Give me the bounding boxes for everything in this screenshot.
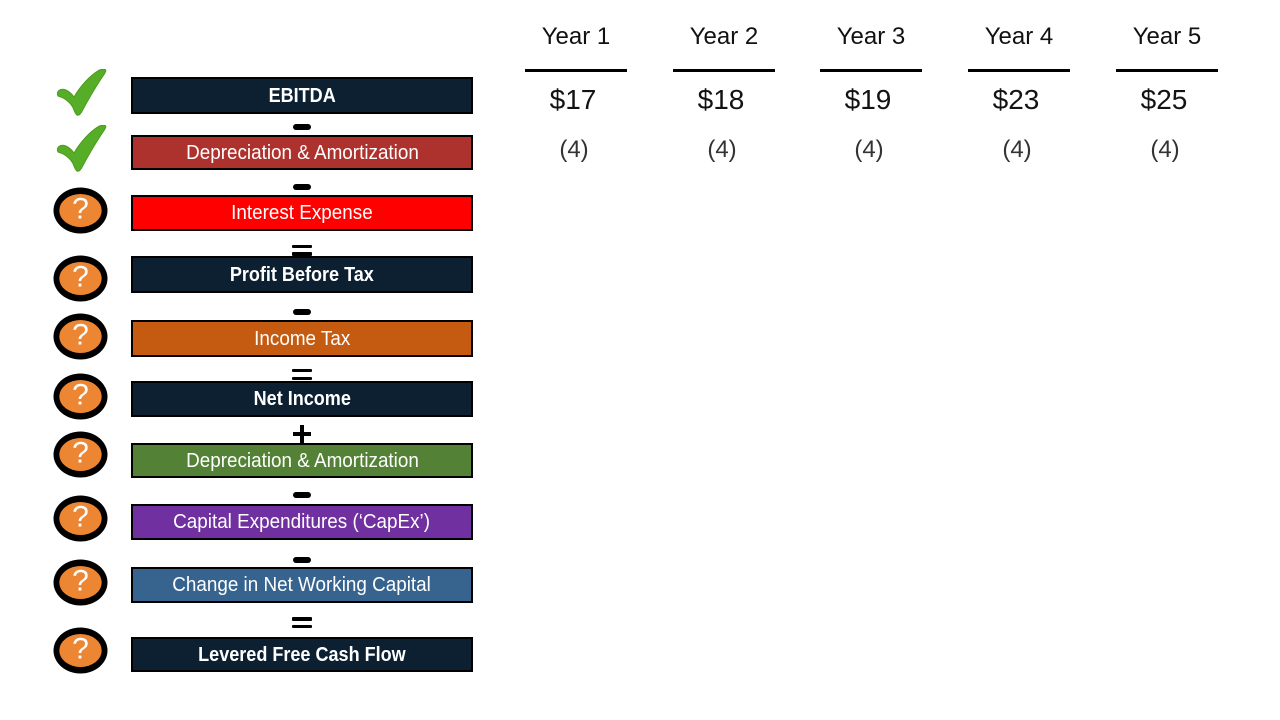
svg-text:?: ?: [72, 193, 89, 226]
svg-text:?: ?: [72, 500, 89, 533]
svg-text:?: ?: [72, 319, 89, 352]
svg-text:?: ?: [72, 633, 89, 666]
svg-text:?: ?: [72, 378, 89, 411]
svg-text:?: ?: [72, 437, 89, 470]
svg-text:?: ?: [72, 565, 89, 598]
svg-text:?: ?: [72, 260, 89, 293]
